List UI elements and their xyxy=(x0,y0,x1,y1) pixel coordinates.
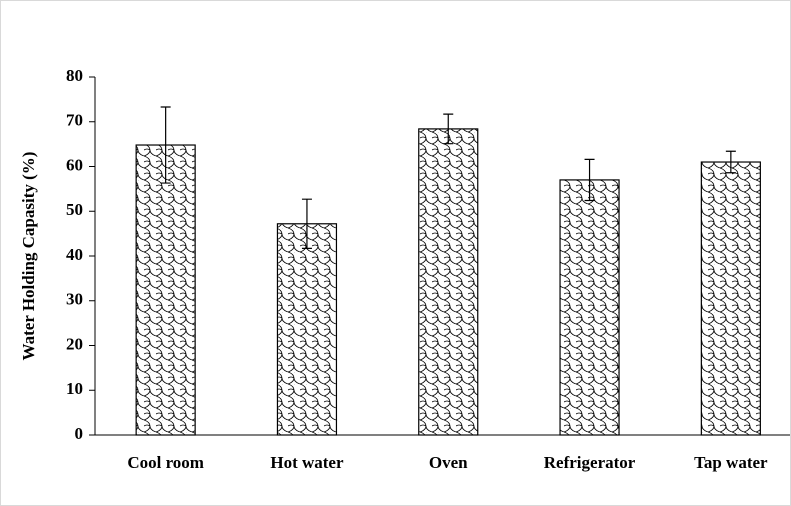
bar xyxy=(418,128,479,436)
bar xyxy=(559,179,620,436)
y-tick-label: 30 xyxy=(66,290,83,309)
bar xyxy=(700,161,761,436)
y-axis-label: Water Holding Capasity (%) xyxy=(19,152,38,361)
y-tick-label: 0 xyxy=(75,424,84,443)
error-bar xyxy=(725,150,736,174)
y-tick-label: 40 xyxy=(66,245,83,264)
bar xyxy=(276,223,338,436)
error-bar xyxy=(160,106,171,184)
y-tick-label: 10 xyxy=(66,379,83,398)
x-tick-label: Tap water xyxy=(694,453,768,472)
error-bar xyxy=(584,158,595,202)
y-tick-label: 80 xyxy=(66,66,83,85)
error-bar xyxy=(443,113,454,145)
error-bar xyxy=(301,198,312,249)
x-tick-label: Cool room xyxy=(127,453,204,472)
y-tick-label: 70 xyxy=(66,111,83,130)
x-tick-label: Oven xyxy=(429,453,468,472)
bar xyxy=(135,144,196,436)
y-tick-label: 60 xyxy=(66,155,83,174)
y-tick-label: 50 xyxy=(66,200,83,219)
x-tick-label: Hot water xyxy=(270,453,344,472)
x-tick-label: Refrigerator xyxy=(544,453,636,472)
y-tick-label: 20 xyxy=(66,334,83,353)
